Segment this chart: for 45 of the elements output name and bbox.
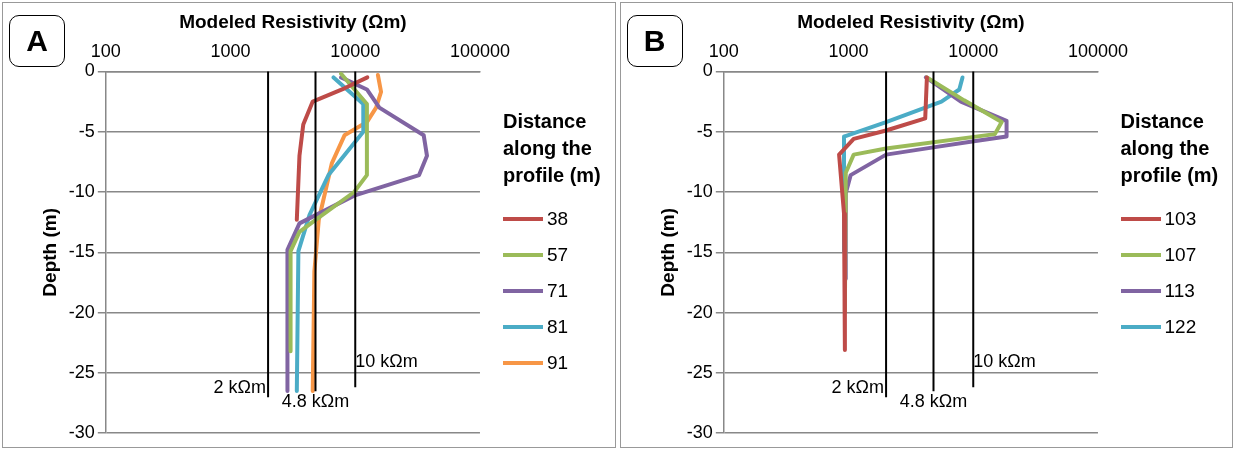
y-tick-label: -30: [686, 422, 713, 443]
legend-label: 103: [1164, 208, 1197, 230]
y-tick-label: -5: [78, 120, 95, 141]
y-tick-label: -5: [696, 120, 713, 141]
legend-label: 71: [547, 280, 569, 302]
y-tick-label: -25: [686, 361, 713, 382]
y-tick-label: -20: [68, 301, 95, 322]
legend-label: 107: [1164, 244, 1197, 266]
x-axis-title: Modeled Resistivity (Ωm): [179, 10, 407, 32]
y-tick-label: -30: [68, 422, 95, 443]
y-tick-label: -10: [68, 180, 95, 201]
ref-line-label: 4.8 kΩm: [281, 391, 350, 412]
text: B: [626, 15, 683, 67]
x-tick-label: 100000: [449, 40, 511, 61]
x-tick-label: 100000: [1067, 40, 1128, 61]
legend-label: 122: [1164, 316, 1197, 338]
x-tick-label: 10000: [947, 40, 998, 61]
y-tick-label: 0: [702, 60, 713, 81]
x-tick-label: 100: [90, 40, 121, 61]
x-tick-label: 100: [708, 40, 739, 61]
x-tick-label: 1000: [828, 40, 869, 61]
x-axis-title: Modeled Resistivity (Ωm): [796, 10, 1025, 32]
y-tick-label: 0: [84, 60, 95, 81]
y-axis-title: Depth (m): [656, 207, 678, 297]
ref-line-label: 10 kΩm: [972, 351, 1036, 372]
ref-line-label: 10 kΩm: [355, 351, 418, 372]
ref-line-label: 2 kΩm: [831, 377, 884, 398]
x-tick-label: 1000: [210, 40, 251, 61]
y-tick-label: -20: [686, 301, 713, 322]
legend-label: 81: [547, 316, 569, 338]
legend-title: Distance along the profile (m): [1120, 109, 1220, 188]
y-tick-label: -15: [68, 241, 95, 262]
legend-label: 113: [1164, 280, 1195, 302]
legend-label: 38: [547, 208, 569, 230]
legend-label: 91: [547, 352, 569, 374]
x-tick-label: 10000: [330, 40, 381, 61]
legend-label: 57: [547, 244, 569, 266]
y-tick-label: -15: [686, 241, 713, 262]
ref-line-label: 2 kΩm: [213, 377, 267, 398]
legend-title: Distance along the profile (m): [503, 109, 602, 188]
text: A: [9, 15, 65, 67]
ref-line-label: 4.8 kΩm: [899, 391, 967, 412]
y-tick-label: -25: [68, 361, 95, 382]
y-axis-title: Depth (m): [38, 207, 60, 297]
y-tick-label: -10: [686, 180, 713, 201]
